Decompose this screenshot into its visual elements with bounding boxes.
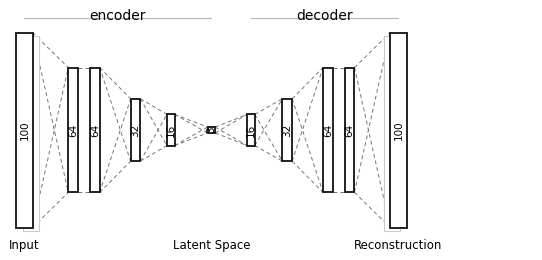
Bar <box>16 32 33 228</box>
Text: 100: 100 <box>20 120 29 140</box>
Text: decoder: decoder <box>296 9 353 23</box>
Bar <box>390 32 406 228</box>
Text: 64: 64 <box>68 124 78 136</box>
Text: Latent Space: Latent Space <box>173 239 250 252</box>
Bar <box>23 36 39 231</box>
Text: 64: 64 <box>323 124 333 136</box>
Bar <box>68 68 78 192</box>
Bar <box>282 99 292 161</box>
Bar <box>208 127 215 133</box>
Bar <box>131 99 140 161</box>
Bar <box>90 68 100 192</box>
Bar <box>323 68 333 192</box>
Text: encoder: encoder <box>89 9 146 23</box>
Text: Input: Input <box>9 239 40 252</box>
Bar <box>384 36 400 231</box>
Bar <box>167 114 175 146</box>
Text: 32: 32 <box>131 124 140 136</box>
Text: 16: 16 <box>246 124 256 136</box>
Text: 64: 64 <box>90 124 100 136</box>
Bar <box>345 68 354 192</box>
Text: 3: 3 <box>207 127 216 133</box>
Text: 16: 16 <box>166 124 176 136</box>
Text: 32: 32 <box>282 124 292 136</box>
Text: 64: 64 <box>345 124 354 136</box>
Bar <box>247 114 255 146</box>
Text: 100: 100 <box>393 120 403 140</box>
Text: Reconstruction: Reconstruction <box>354 239 443 252</box>
